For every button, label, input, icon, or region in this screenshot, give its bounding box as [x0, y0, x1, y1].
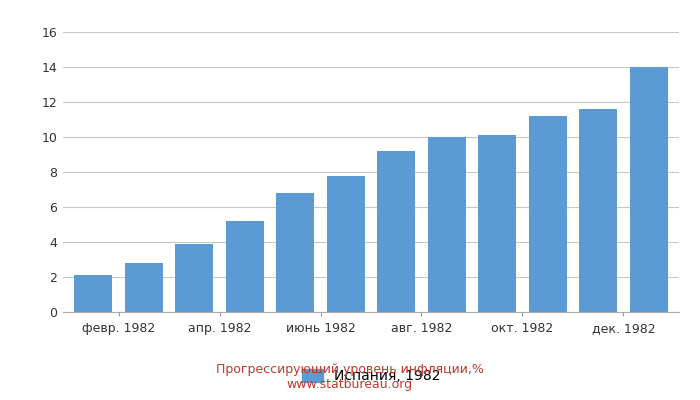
Bar	[478, 135, 516, 312]
Bar	[428, 137, 466, 312]
Bar	[377, 151, 415, 312]
Bar	[226, 221, 264, 312]
Bar	[528, 116, 567, 312]
Legend: Испания, 1982: Испания, 1982	[302, 369, 440, 383]
Text: Прогрессирующий уровень инфляции,%: Прогрессирующий уровень инфляции,%	[216, 364, 484, 376]
Bar	[125, 263, 162, 312]
Text: www.statbureau.org: www.statbureau.org	[287, 378, 413, 391]
Bar	[175, 244, 214, 312]
Bar	[276, 193, 314, 312]
Bar	[630, 67, 668, 312]
Bar	[74, 275, 112, 312]
Bar	[327, 176, 365, 312]
Bar	[580, 109, 617, 312]
